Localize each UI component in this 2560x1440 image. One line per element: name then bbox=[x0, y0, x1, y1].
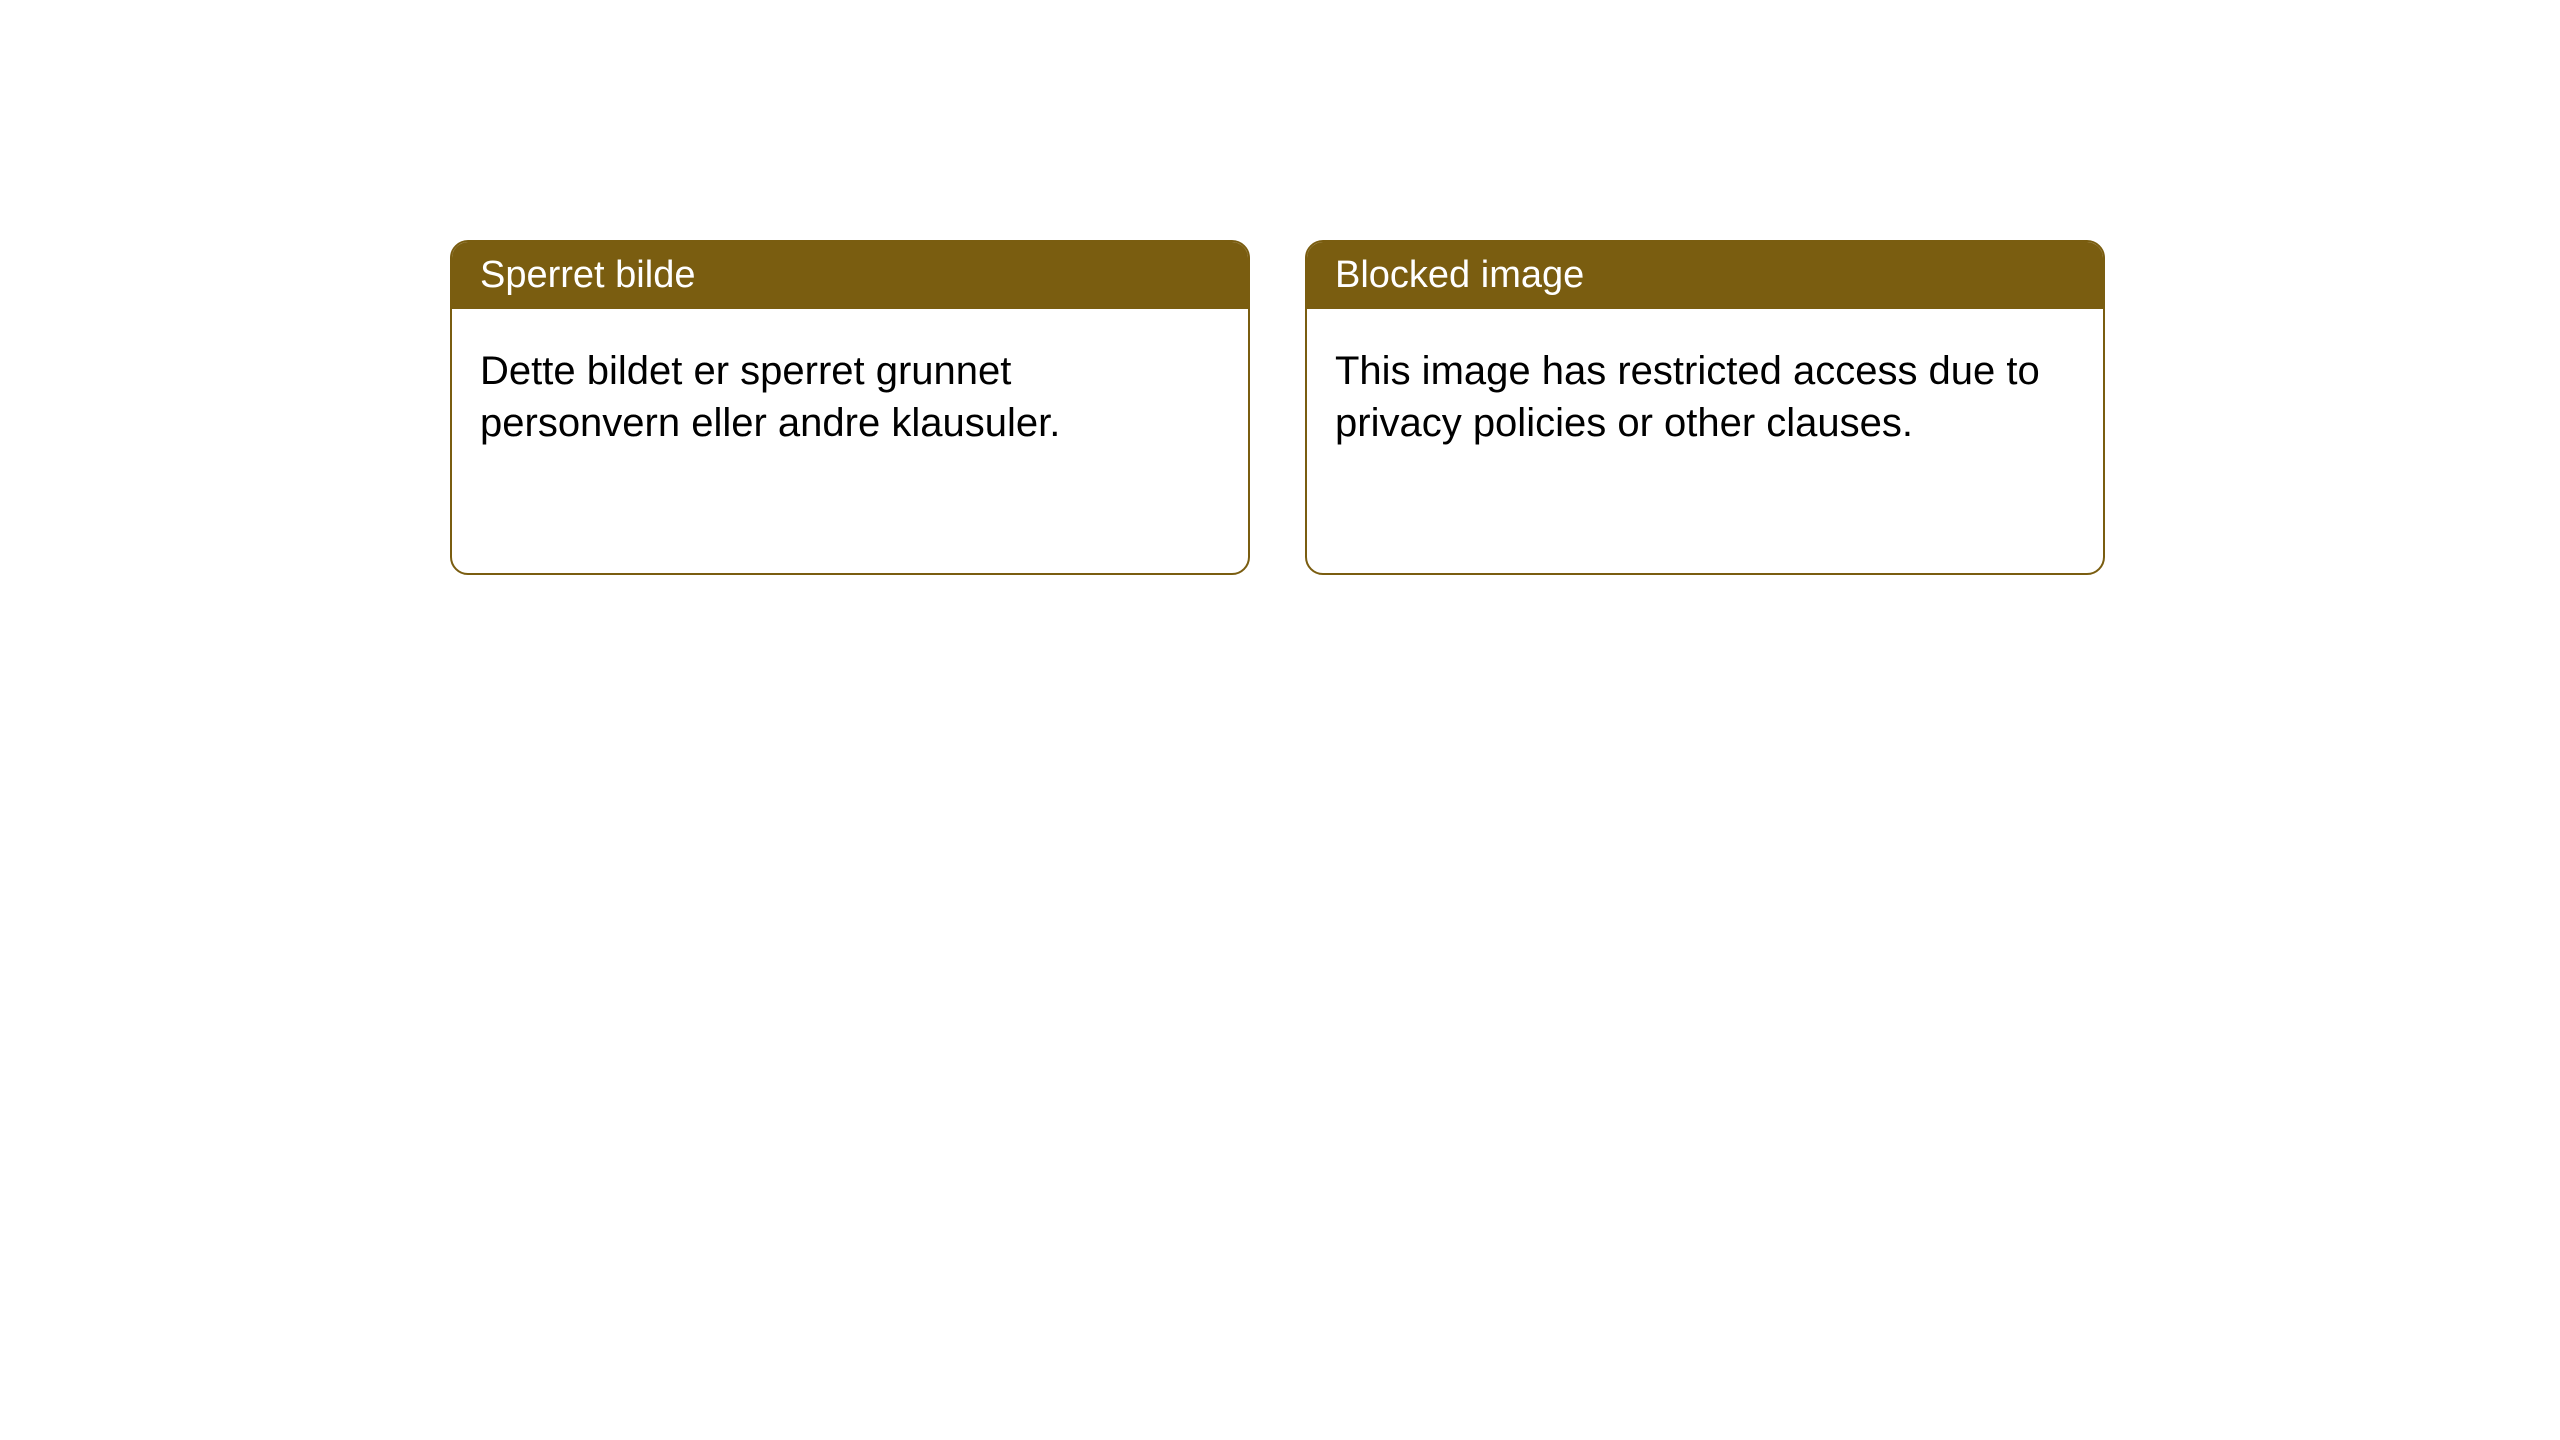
notice-card-title: Blocked image bbox=[1307, 242, 2103, 309]
notice-container: Sperret bilde Dette bildet er sperret gr… bbox=[450, 240, 2105, 575]
notice-card-title: Sperret bilde bbox=[452, 242, 1248, 309]
notice-card-norwegian: Sperret bilde Dette bildet er sperret gr… bbox=[450, 240, 1250, 575]
notice-card-english: Blocked image This image has restricted … bbox=[1305, 240, 2105, 575]
notice-card-body: Dette bildet er sperret grunnet personve… bbox=[452, 309, 1248, 485]
notice-card-body: This image has restricted access due to … bbox=[1307, 309, 2103, 485]
